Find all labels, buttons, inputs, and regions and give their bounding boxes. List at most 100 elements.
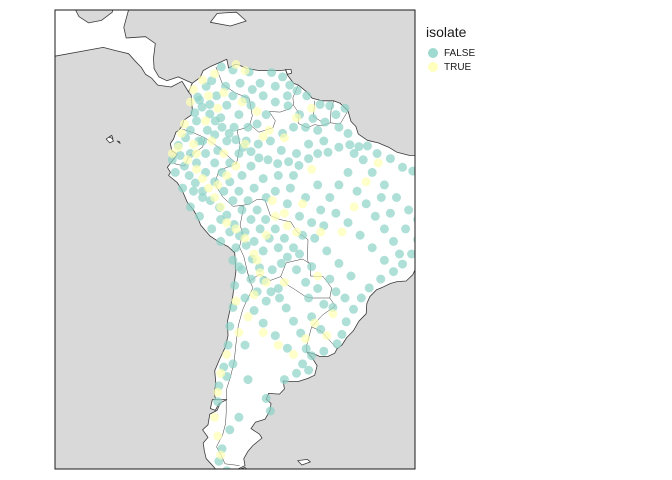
point-isolate-true <box>252 107 262 116</box>
point-isolate-false <box>319 136 329 146</box>
point-isolate-false <box>237 171 247 180</box>
point-isolate-true <box>213 431 223 441</box>
point-isolate-true <box>322 331 332 341</box>
point-isolate-true <box>279 133 289 143</box>
point-isolate-false <box>389 236 398 246</box>
point-isolate-false <box>266 287 276 297</box>
point-isolate-false <box>282 91 292 101</box>
point-isolate-true <box>213 387 223 397</box>
point-isolate-false <box>295 211 304 221</box>
point-isolate-false <box>253 139 263 149</box>
point-isolate-false <box>289 171 298 180</box>
point-isolate-false <box>237 205 247 215</box>
land-island <box>116 140 121 144</box>
point-isolate-true <box>282 221 292 231</box>
point-isolate-true <box>337 227 347 237</box>
point-isolate-false <box>302 91 312 101</box>
point-isolate-false <box>185 125 195 135</box>
legend-title: isolate <box>426 24 467 40</box>
point-isolate-false <box>364 283 374 293</box>
land-central-america <box>55 10 193 93</box>
point-isolate-false <box>398 259 407 269</box>
point-isolate-true <box>298 199 308 209</box>
point-isolate-false <box>252 119 262 129</box>
point-isolate-false <box>362 141 372 151</box>
point-isolate-false <box>328 302 338 312</box>
point-isolate-false <box>198 136 208 146</box>
point-isolate-false <box>270 97 280 107</box>
point-isolate-false <box>337 329 347 339</box>
point-isolate-true <box>422 165 431 174</box>
point-isolate-true <box>258 132 268 142</box>
point-isolate-true <box>189 139 198 149</box>
point-isolate-false <box>198 193 208 202</box>
point-isolate-false <box>319 299 329 309</box>
point-isolate-true <box>192 164 201 174</box>
point-isolate-true <box>216 202 226 212</box>
point-isolate-false <box>255 78 265 88</box>
point-isolate-false <box>301 344 311 354</box>
point-isolate-false <box>289 316 298 326</box>
point-isolate-false <box>285 80 295 90</box>
point-isolate-false <box>240 293 250 303</box>
point-isolate-false <box>334 258 344 268</box>
point-isolate-false <box>301 277 311 287</box>
point-isolate-false <box>295 249 304 259</box>
point-isolate-false <box>379 180 389 190</box>
point-isolate-false <box>212 91 221 101</box>
point-isolate-false <box>205 109 215 119</box>
point-isolate-false <box>308 113 318 123</box>
point-isolate-true <box>173 142 183 152</box>
point-isolate-true <box>316 227 326 237</box>
point-isolate-false <box>313 125 323 135</box>
point-isolate-true <box>292 113 301 123</box>
point-isolate-false <box>385 208 395 218</box>
point-isolate-true <box>176 128 186 138</box>
point-isolate-false <box>379 224 389 234</box>
legend-item-false: FALSE <box>426 46 475 60</box>
point-isolate-false <box>234 149 244 158</box>
point-isolate-false <box>304 365 314 375</box>
point-isolate-true <box>213 103 223 113</box>
point-isolate-false <box>240 340 250 350</box>
point-isolate-true <box>264 125 274 135</box>
legend-key-true-icon <box>428 62 438 72</box>
point-isolate-false <box>167 155 177 165</box>
point-isolate-false <box>354 142 364 152</box>
point-isolate-false <box>422 228 431 237</box>
point-isolate-true <box>261 277 271 287</box>
point-isolate-false <box>282 252 292 262</box>
point-isolate-true <box>428 146 437 155</box>
point-isolate-false <box>222 466 231 469</box>
point-isolate-false <box>284 157 294 167</box>
point-isolate-false <box>401 224 411 234</box>
point-isolate-false <box>282 343 292 353</box>
point-isolate-false <box>228 91 238 101</box>
point-isolate-true <box>373 158 383 168</box>
point-isolate-false <box>279 233 289 243</box>
point-isolate-false <box>301 122 311 132</box>
point-isolate-false <box>265 136 275 146</box>
point-isolate-false <box>222 100 232 110</box>
point-isolate-false <box>398 162 407 172</box>
point-isolate-true <box>201 116 211 126</box>
point-isolate-false <box>249 306 259 315</box>
point-isolate-false <box>235 78 245 88</box>
point-isolate-false <box>270 331 280 341</box>
point-isolate-true <box>222 171 232 180</box>
point-isolate-true <box>234 328 244 337</box>
point-isolate-true <box>231 296 241 306</box>
point-isolate-false <box>228 359 238 369</box>
point-isolate-false <box>252 205 262 215</box>
point-isolate-false <box>234 110 244 120</box>
point-isolate-true <box>437 184 446 193</box>
point-isolate-false <box>343 128 353 138</box>
point-isolate-false <box>316 324 326 334</box>
map-frame <box>54 9 416 470</box>
point-isolate-true <box>258 328 268 337</box>
point-isolate-false <box>201 149 211 158</box>
point-isolate-false <box>334 142 344 152</box>
point-isolate-false <box>228 196 238 206</box>
point-isolate-false <box>192 116 201 126</box>
point-isolate-false <box>313 284 323 293</box>
